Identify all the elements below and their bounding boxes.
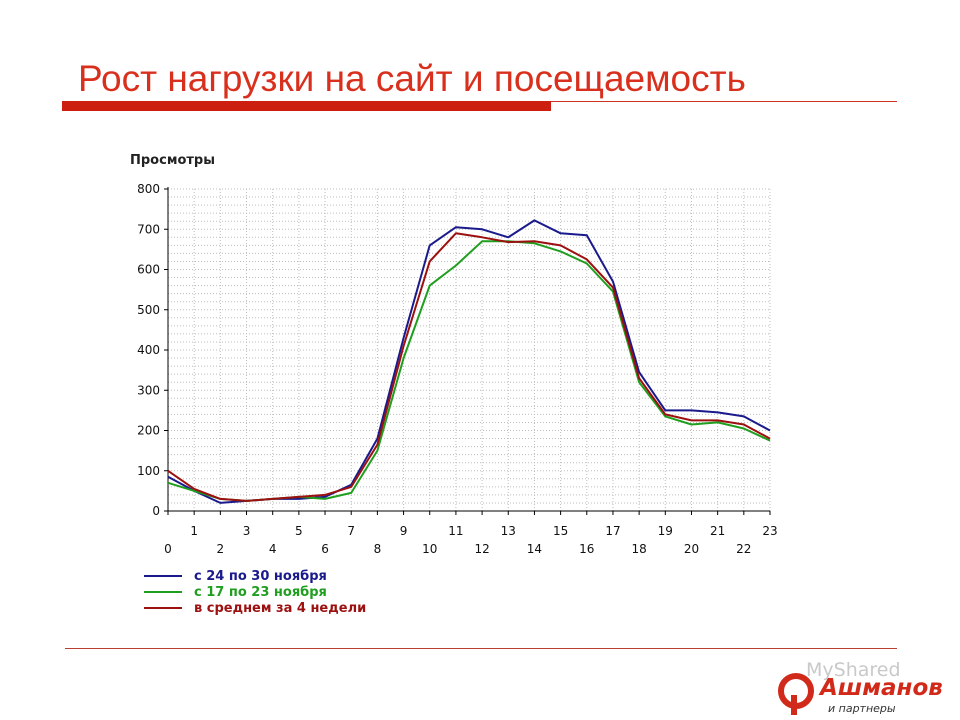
x-tick-label-lower: 2 bbox=[217, 542, 225, 556]
x-tick-label-lower: 14 bbox=[527, 542, 542, 556]
x-tick-label-lower: 20 bbox=[684, 542, 699, 556]
title-underline-thin bbox=[551, 101, 897, 102]
title-underline-bar bbox=[62, 101, 551, 111]
x-tick-label-lower: 18 bbox=[631, 542, 646, 556]
y-tick-label: 100 bbox=[137, 464, 160, 478]
watermark-text: MyShared bbox=[806, 659, 901, 681]
x-tick-label-lower: 6 bbox=[321, 542, 329, 556]
x-tick-label-upper: 21 bbox=[710, 524, 725, 538]
x-tick-label-lower: 0 bbox=[164, 542, 172, 556]
x-tick-label-upper: 11 bbox=[448, 524, 463, 538]
x-tick-label-upper: 17 bbox=[605, 524, 620, 538]
y-tick-label: 300 bbox=[137, 383, 160, 397]
y-tick-label: 0 bbox=[152, 504, 160, 518]
y-tick-label: 600 bbox=[137, 263, 160, 277]
x-tick-label-lower: 12 bbox=[474, 542, 489, 556]
logo-subtitle: и партнеры bbox=[828, 702, 896, 715]
chart-grid bbox=[168, 188, 771, 511]
slide-title: Рост нагрузки на сайт и посещаемость bbox=[78, 58, 746, 99]
legend-label-1: с 24 по 30 ноября bbox=[194, 569, 327, 584]
y-axis-title: Просмотры bbox=[130, 153, 215, 168]
chart-series bbox=[167, 219, 771, 504]
x-tick-label-lower: 22 bbox=[736, 542, 751, 556]
y-tick-label: 500 bbox=[137, 303, 160, 317]
x-tick-label-lower: 10 bbox=[422, 542, 437, 556]
x-tick-label-upper: 23 bbox=[762, 524, 777, 538]
logo-mark-icon bbox=[778, 673, 814, 715]
x-tick-label-lower: 8 bbox=[374, 542, 382, 556]
y-tick-label: 400 bbox=[137, 343, 160, 357]
footer-divider bbox=[65, 648, 897, 649]
x-tick-label-upper: 1 bbox=[190, 524, 198, 538]
y-tick-label: 800 bbox=[137, 182, 160, 196]
legend-label-3: в среднем за 4 недели bbox=[194, 601, 366, 616]
y-tick-label: 700 bbox=[137, 222, 160, 236]
legend-label-2: с 17 по 23 ноября bbox=[194, 585, 327, 600]
x-tick-label-upper: 3 bbox=[243, 524, 251, 538]
company-logo: MyShared Ашманов и партнеры bbox=[770, 655, 960, 720]
x-tick-label-lower: 4 bbox=[269, 542, 277, 556]
x-tick-label-upper: 7 bbox=[347, 524, 355, 538]
x-tick-label-upper: 19 bbox=[658, 524, 673, 538]
x-tick-label-upper: 15 bbox=[553, 524, 568, 538]
logo-brand-name: Ашманов bbox=[820, 675, 943, 701]
series-line-3 bbox=[167, 232, 771, 502]
x-tick-label-upper: 13 bbox=[501, 524, 516, 538]
x-tick-label-lower: 16 bbox=[579, 542, 594, 556]
x-tick-label-upper: 9 bbox=[400, 524, 408, 538]
x-tick-label-upper: 5 bbox=[295, 524, 303, 538]
y-tick-label: 200 bbox=[137, 424, 160, 438]
